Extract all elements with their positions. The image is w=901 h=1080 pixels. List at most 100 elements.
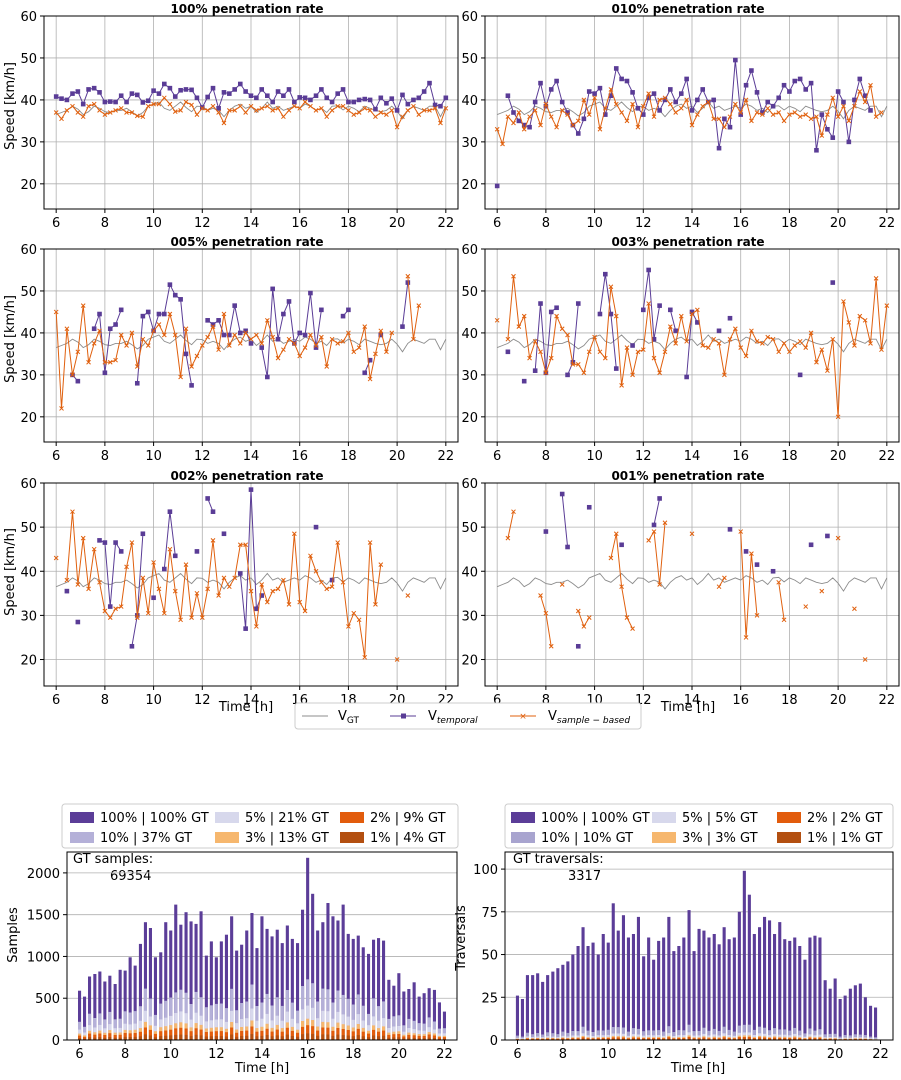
point-sample-based <box>684 97 689 103</box>
y-tick-label: 40 <box>461 565 478 580</box>
bar-segment-0 <box>808 937 812 1040</box>
bar-segment-4 <box>747 1036 751 1040</box>
bar-segment-0 <box>717 944 721 1040</box>
point-temporal <box>521 122 527 128</box>
point-sample-based <box>86 103 91 109</box>
point-sample-based <box>124 110 129 115</box>
point-sample-based <box>505 114 511 120</box>
point-temporal <box>302 332 308 338</box>
point-sample-based <box>781 118 787 124</box>
bar-segment-4 <box>813 1038 817 1040</box>
point-sample-based <box>846 118 852 124</box>
point-temporal <box>340 313 346 319</box>
bar-segment-5 <box>301 1034 305 1040</box>
bar-legend: 100% | 100% GT 5% | 21% GT 2% | 9% GT 10% |… <box>61 803 459 849</box>
bar-segment-0 <box>351 938 355 1040</box>
bar-segment-4 <box>321 1027 325 1040</box>
legend-swatch-0 <box>70 812 94 823</box>
point-sample-based <box>346 330 351 336</box>
point-temporal <box>668 307 673 313</box>
bar-segment-0 <box>194 923 198 1040</box>
point-temporal <box>411 97 416 103</box>
series-line-sample <box>740 531 758 638</box>
bar-segment-0 <box>326 903 330 1040</box>
point-temporal <box>281 93 286 99</box>
point-sample-based <box>340 338 346 344</box>
point-sample-based <box>421 108 427 113</box>
point-temporal <box>286 299 292 304</box>
x-axis-label: Time [h] <box>234 1061 289 1076</box>
point-sample-based <box>640 103 646 109</box>
point-sample-based <box>543 370 549 376</box>
point-temporal <box>167 509 173 514</box>
x-tick-label: 6 <box>493 216 501 231</box>
point-sample-based <box>749 551 754 556</box>
point-sample-based <box>313 108 319 113</box>
point-sample-based <box>319 334 324 340</box>
legend-swatch-5 <box>340 832 364 843</box>
point-sample-based <box>743 353 749 359</box>
point-temporal <box>695 320 700 325</box>
x-tick-label: 12 <box>635 449 652 464</box>
traversals-bar-chart: Traversals Time [h] GT traversals: 3317 … <box>454 803 894 1076</box>
point-temporal <box>416 95 422 101</box>
point-temporal <box>297 95 303 100</box>
bar-segment-4 <box>361 1031 365 1040</box>
point-sample-based <box>297 105 303 111</box>
x-tick-label: 6 <box>52 693 60 708</box>
bar-segment-5 <box>260 1035 264 1040</box>
point-sample-based <box>216 347 221 353</box>
bar-segment-5 <box>88 1037 92 1040</box>
point-sample-based <box>852 103 857 109</box>
point-sample-based <box>538 593 543 598</box>
bar-segment-0 <box>361 947 365 1040</box>
bar-segment-0 <box>245 930 249 1040</box>
point-sample-based <box>597 126 603 132</box>
bar-segment-0 <box>250 913 254 1040</box>
point-temporal <box>221 531 227 537</box>
x-tick-label: 18 <box>781 693 798 708</box>
point-temporal <box>107 326 113 332</box>
bar-segment-4 <box>199 1029 203 1040</box>
point-sample-based <box>667 101 673 107</box>
series-line-sample <box>507 511 514 539</box>
point-temporal <box>254 606 259 612</box>
point-sample-based <box>362 654 368 660</box>
bar-segment-4 <box>798 1038 802 1040</box>
bar-segment-5 <box>235 1036 239 1040</box>
point-temporal <box>581 116 587 122</box>
point-temporal <box>527 124 532 130</box>
point-sample-based <box>548 114 554 120</box>
legend-swatch-1 <box>70 832 94 843</box>
bar-segment-4 <box>437 1037 441 1040</box>
bar-segment-0 <box>382 940 386 1040</box>
point-sample-based <box>259 105 265 111</box>
bar-segment-4 <box>133 1033 137 1040</box>
point-temporal <box>199 105 205 110</box>
bar-segment-5 <box>687 1038 691 1040</box>
point-temporal <box>700 87 706 92</box>
bar-segment-0 <box>687 910 691 1040</box>
bar-segment-0 <box>301 909 305 1040</box>
x-tick-label: 6 <box>52 216 60 231</box>
x-tick-label: 18 <box>340 449 357 464</box>
x-tick-label: 8 <box>542 449 550 464</box>
bar-segment-0 <box>402 991 406 1040</box>
point-temporal <box>189 87 194 93</box>
legend-label-5: 1% | 4% GT <box>370 831 446 846</box>
point-sample-based <box>156 322 162 327</box>
point-sample-based <box>167 101 173 107</box>
point-sample-based <box>151 328 156 334</box>
legend-label-2: 5% | 5% GT <box>682 811 758 826</box>
point-sample-based <box>646 91 652 96</box>
bar-segment-5 <box>321 1034 325 1040</box>
point-sample-based <box>226 108 232 113</box>
bar-segment-0 <box>707 937 711 1040</box>
point-temporal <box>113 99 118 105</box>
bar-segment-4 <box>621 1037 625 1040</box>
bar-segment-0 <box>98 971 102 1040</box>
bar-segment-0 <box>626 937 630 1040</box>
point-temporal <box>259 87 265 92</box>
bar-segment-4 <box>250 1026 254 1040</box>
point-temporal <box>292 99 297 105</box>
